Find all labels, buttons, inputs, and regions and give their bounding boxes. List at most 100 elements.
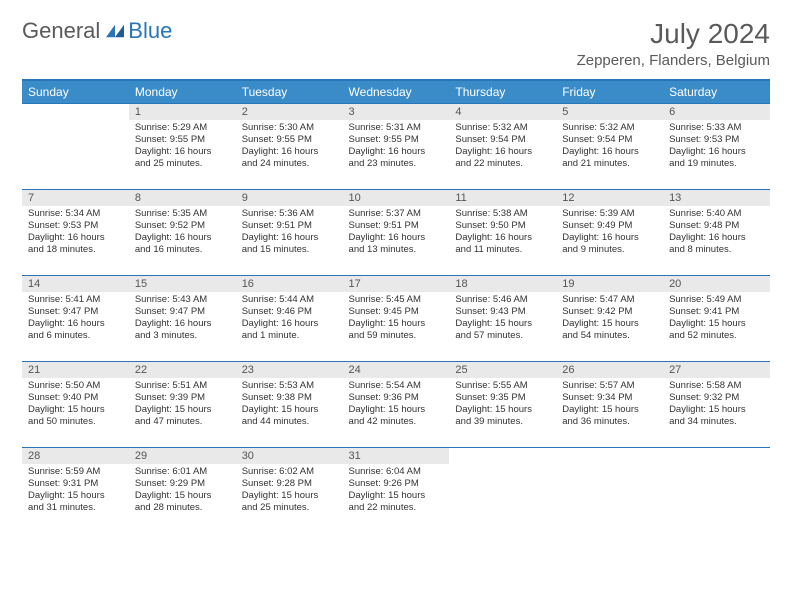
day-number: 30 xyxy=(236,448,343,464)
sunrise-line: Sunrise: 5:51 AM xyxy=(135,380,230,392)
sunset-line: Sunset: 9:34 PM xyxy=(562,392,657,404)
day-header-row: Sunday Monday Tuesday Wednesday Thursday… xyxy=(22,80,770,104)
day-body: Sunrise: 5:49 AMSunset: 9:41 PMDaylight:… xyxy=(663,292,770,346)
calendar-day-cell: 1Sunrise: 5:29 AMSunset: 9:55 PMDaylight… xyxy=(129,104,236,190)
day-header: Tuesday xyxy=(236,80,343,104)
day-body: Sunrise: 5:32 AMSunset: 9:54 PMDaylight:… xyxy=(556,120,663,174)
sunset-line: Sunset: 9:48 PM xyxy=(669,220,764,232)
day-number: 12 xyxy=(556,190,663,206)
day-number: 1 xyxy=(129,104,236,120)
sunset-line: Sunset: 9:47 PM xyxy=(28,306,123,318)
day-number: 29 xyxy=(129,448,236,464)
daylight-line: Daylight: 15 hours xyxy=(135,404,230,416)
day-body: Sunrise: 6:02 AMSunset: 9:28 PMDaylight:… xyxy=(236,464,343,518)
sunrise-line: Sunrise: 5:47 AM xyxy=(562,294,657,306)
day-body: Sunrise: 5:36 AMSunset: 9:51 PMDaylight:… xyxy=(236,206,343,260)
day-number: 14 xyxy=(22,276,129,292)
daylight-line: and 34 minutes. xyxy=(669,416,764,428)
daylight-line: Daylight: 15 hours xyxy=(669,318,764,330)
day-number: 31 xyxy=(343,448,450,464)
calendar-day-cell: 2Sunrise: 5:30 AMSunset: 9:55 PMDaylight… xyxy=(236,104,343,190)
day-number: 26 xyxy=(556,362,663,378)
sunset-line: Sunset: 9:46 PM xyxy=(242,306,337,318)
day-number: 21 xyxy=(22,362,129,378)
day-header: Friday xyxy=(556,80,663,104)
day-number: 15 xyxy=(129,276,236,292)
sunrise-line: Sunrise: 5:59 AM xyxy=(28,466,123,478)
daylight-line: Daylight: 16 hours xyxy=(242,232,337,244)
sunset-line: Sunset: 9:55 PM xyxy=(242,134,337,146)
day-header: Wednesday xyxy=(343,80,450,104)
daylight-line: and 54 minutes. xyxy=(562,330,657,342)
sunset-line: Sunset: 9:38 PM xyxy=(242,392,337,404)
calendar-week-row: 7Sunrise: 5:34 AMSunset: 9:53 PMDaylight… xyxy=(22,190,770,276)
daylight-line: and 8 minutes. xyxy=(669,244,764,256)
daylight-line: Daylight: 16 hours xyxy=(242,318,337,330)
daylight-line: Daylight: 15 hours xyxy=(669,404,764,416)
day-number: 9 xyxy=(236,190,343,206)
day-header: Thursday xyxy=(449,80,556,104)
calendar-day-cell: 27Sunrise: 5:58 AMSunset: 9:32 PMDayligh… xyxy=(663,362,770,448)
calendar-day-cell: 26Sunrise: 5:57 AMSunset: 9:34 PMDayligh… xyxy=(556,362,663,448)
daylight-line: and 31 minutes. xyxy=(28,502,123,514)
sunrise-line: Sunrise: 5:38 AM xyxy=(455,208,550,220)
daylight-line: and 23 minutes. xyxy=(349,158,444,170)
sunset-line: Sunset: 9:54 PM xyxy=(562,134,657,146)
sunrise-line: Sunrise: 5:55 AM xyxy=(455,380,550,392)
calendar-day-cell: 24Sunrise: 5:54 AMSunset: 9:36 PMDayligh… xyxy=(343,362,450,448)
sunrise-line: Sunrise: 5:49 AM xyxy=(669,294,764,306)
daylight-line: Daylight: 16 hours xyxy=(242,146,337,158)
daylight-line: and 1 minute. xyxy=(242,330,337,342)
daylight-line: and 42 minutes. xyxy=(349,416,444,428)
calendar-day-cell: 22Sunrise: 5:51 AMSunset: 9:39 PMDayligh… xyxy=(129,362,236,448)
day-body: Sunrise: 5:30 AMSunset: 9:55 PMDaylight:… xyxy=(236,120,343,174)
calendar-week-row: 1Sunrise: 5:29 AMSunset: 9:55 PMDaylight… xyxy=(22,104,770,190)
sunrise-line: Sunrise: 5:32 AM xyxy=(455,122,550,134)
day-body: Sunrise: 5:41 AMSunset: 9:47 PMDaylight:… xyxy=(22,292,129,346)
daylight-line: Daylight: 16 hours xyxy=(349,232,444,244)
day-number: 19 xyxy=(556,276,663,292)
sunset-line: Sunset: 9:35 PM xyxy=(455,392,550,404)
day-number: 10 xyxy=(343,190,450,206)
day-number: 28 xyxy=(22,448,129,464)
daylight-line: and 6 minutes. xyxy=(28,330,123,342)
calendar-day-cell: 13Sunrise: 5:40 AMSunset: 9:48 PMDayligh… xyxy=(663,190,770,276)
calendar-week-row: 28Sunrise: 5:59 AMSunset: 9:31 PMDayligh… xyxy=(22,448,770,534)
sunrise-line: Sunrise: 5:32 AM xyxy=(562,122,657,134)
daylight-line: Daylight: 16 hours xyxy=(135,318,230,330)
daylight-line: and 28 minutes. xyxy=(135,502,230,514)
day-body: Sunrise: 5:33 AMSunset: 9:53 PMDaylight:… xyxy=(663,120,770,174)
daylight-line: and 24 minutes. xyxy=(242,158,337,170)
sunset-line: Sunset: 9:52 PM xyxy=(135,220,230,232)
sunrise-line: Sunrise: 5:45 AM xyxy=(349,294,444,306)
sunset-line: Sunset: 9:53 PM xyxy=(28,220,123,232)
daylight-line: Daylight: 15 hours xyxy=(455,404,550,416)
day-body: Sunrise: 5:54 AMSunset: 9:36 PMDaylight:… xyxy=(343,378,450,432)
daylight-line: and 25 minutes. xyxy=(135,158,230,170)
day-number: 27 xyxy=(663,362,770,378)
calendar-week-row: 21Sunrise: 5:50 AMSunset: 9:40 PMDayligh… xyxy=(22,362,770,448)
daylight-line: Daylight: 16 hours xyxy=(669,146,764,158)
logo-text-sub: Blue xyxy=(128,18,172,44)
daylight-line: Daylight: 16 hours xyxy=(28,318,123,330)
day-body: Sunrise: 5:34 AMSunset: 9:53 PMDaylight:… xyxy=(22,206,129,260)
daylight-line: Daylight: 15 hours xyxy=(28,490,123,502)
day-body: Sunrise: 5:59 AMSunset: 9:31 PMDaylight:… xyxy=(22,464,129,518)
sunrise-line: Sunrise: 5:50 AM xyxy=(28,380,123,392)
daylight-line: and 19 minutes. xyxy=(669,158,764,170)
daylight-line: and 18 minutes. xyxy=(28,244,123,256)
sunrise-line: Sunrise: 6:02 AM xyxy=(242,466,337,478)
sunset-line: Sunset: 9:32 PM xyxy=(669,392,764,404)
daylight-line: and 11 minutes. xyxy=(455,244,550,256)
daylight-line: and 15 minutes. xyxy=(242,244,337,256)
sunset-line: Sunset: 9:49 PM xyxy=(562,220,657,232)
sunset-line: Sunset: 9:42 PM xyxy=(562,306,657,318)
day-body: Sunrise: 5:51 AMSunset: 9:39 PMDaylight:… xyxy=(129,378,236,432)
daylight-line: and 39 minutes. xyxy=(455,416,550,428)
day-number: 16 xyxy=(236,276,343,292)
day-body: Sunrise: 5:40 AMSunset: 9:48 PMDaylight:… xyxy=(663,206,770,260)
calendar-day-cell: 21Sunrise: 5:50 AMSunset: 9:40 PMDayligh… xyxy=(22,362,129,448)
calendar-day-cell: 31Sunrise: 6:04 AMSunset: 9:26 PMDayligh… xyxy=(343,448,450,534)
sunset-line: Sunset: 9:50 PM xyxy=(455,220,550,232)
day-body: Sunrise: 5:38 AMSunset: 9:50 PMDaylight:… xyxy=(449,206,556,260)
